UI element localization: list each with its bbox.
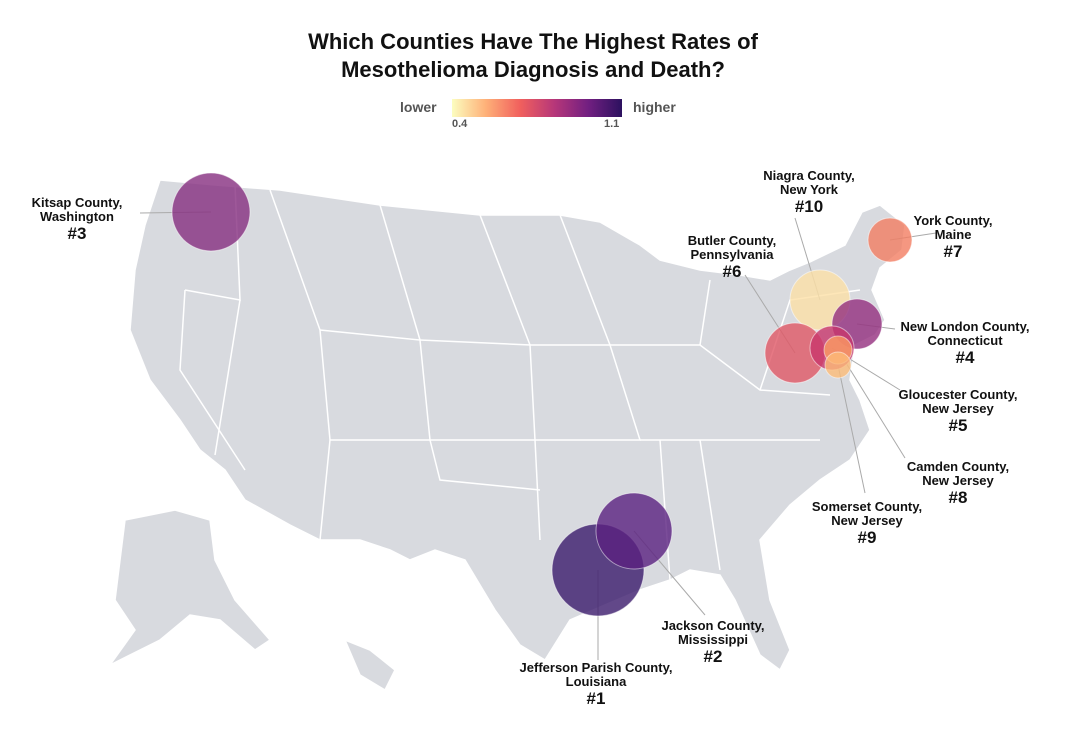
legend-max-value: 1.1	[604, 118, 620, 130]
county-state: Pennsylvania	[690, 247, 774, 262]
county-bubbles	[171, 172, 913, 617]
county-name: Kitsap County,	[31, 195, 123, 210]
label-york: York County, Maine #7	[913, 213, 993, 262]
legend-min-value: 0.4	[452, 118, 468, 130]
contiguous-us-shape	[129, 179, 906, 672]
label-butler: Butler County, Pennsylvania #6	[687, 233, 777, 282]
county-state: Washington	[40, 209, 114, 224]
chart-title: Which Counties Have The Highest Rates of…	[0, 28, 1066, 84]
county-state: New Jersey	[831, 513, 903, 528]
county-state: New Jersey	[922, 401, 994, 416]
county-state: Connecticut	[927, 333, 1003, 348]
title-line-1: Which Counties Have The Highest Rates of	[308, 29, 758, 54]
county-name: Niagra County,	[763, 168, 855, 183]
bubble-kitsap[interactable]	[171, 172, 251, 252]
legend-color-bar	[452, 99, 622, 117]
county-rank: #8	[948, 488, 968, 507]
county-name: New London County,	[900, 319, 1030, 334]
county-rank: #5	[948, 416, 968, 435]
label-newlondon: New London County, Connecticut #4	[900, 319, 1030, 368]
county-rank: #9	[857, 528, 877, 547]
county-name: Camden County,	[906, 459, 1010, 474]
county-state: New York	[779, 182, 839, 197]
county-name: Jefferson Parish County,	[519, 660, 673, 675]
county-rank: #1	[586, 689, 606, 708]
title-line-2: Mesothelioma Diagnosis and Death?	[341, 57, 725, 82]
county-rank: #3	[67, 224, 87, 243]
county-state: Louisiana	[565, 674, 627, 689]
bubble-somerset[interactable]	[824, 351, 852, 379]
county-rank: #2	[703, 647, 723, 666]
county-name: Jackson County,	[661, 618, 765, 633]
county-name: Gloucester County,	[898, 387, 1018, 402]
county-state: Maine	[934, 227, 972, 242]
label-jefferson: Jefferson Parish County, Louisiana #1	[519, 660, 673, 709]
county-state: Mississippi	[677, 632, 749, 647]
county-name: Somerset County,	[811, 499, 923, 514]
county-rank: #4	[955, 348, 975, 367]
label-gloucester: Gloucester County, New Jersey #5	[898, 387, 1018, 436]
color-legend: lower higher 0.4 1.1	[400, 96, 700, 136]
legend-higher-label: higher	[633, 99, 676, 115]
hawaii-shape	[343, 638, 396, 692]
leader-line-somerset	[837, 364, 866, 494]
county-rank: #7	[943, 242, 963, 261]
label-niagra: Niagra County, New York #10	[763, 168, 855, 217]
label-jackson: Jackson County, Mississippi #2	[661, 618, 765, 667]
county-rank: #10	[794, 197, 824, 216]
bubble-york[interactable]	[867, 217, 913, 263]
bubble-jackson[interactable]	[595, 492, 673, 570]
label-camden: Camden County, New Jersey #8	[906, 459, 1010, 508]
legend-lower-label: lower	[400, 99, 437, 115]
alaska-shape	[109, 509, 272, 666]
county-rank: #6	[722, 262, 742, 281]
county-name: Butler County,	[687, 233, 777, 248]
county-state: New Jersey	[922, 473, 994, 488]
county-name: York County,	[913, 213, 993, 228]
label-somerset: Somerset County, New Jersey #9	[811, 499, 923, 548]
label-kitsap: Kitsap County, Washington #3	[31, 195, 123, 244]
